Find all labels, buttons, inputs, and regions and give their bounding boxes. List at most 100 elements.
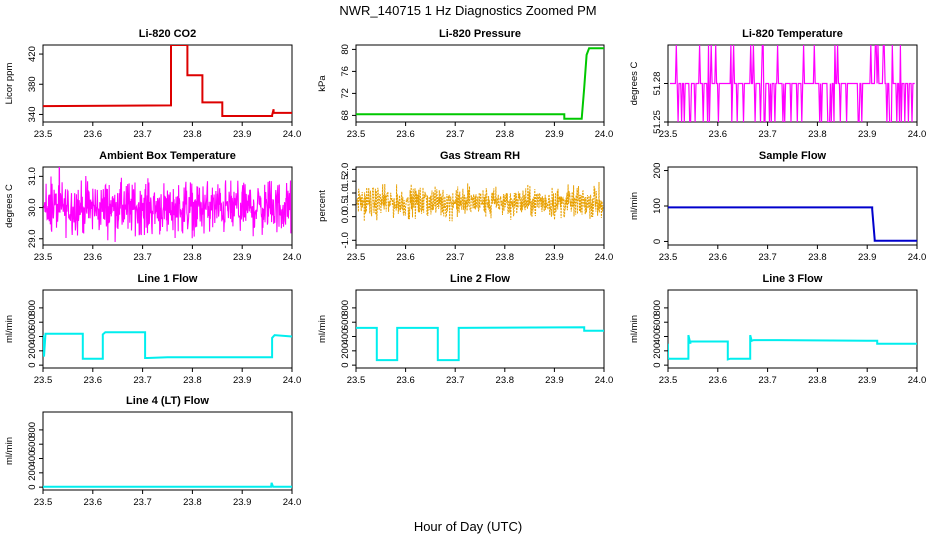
- panel-2: Li-820 Temperature degrees C 23.5 23.6 23.7 2…: [629, 28, 926, 140]
- x-tick-label: 24.0: [908, 375, 927, 386]
- x-tick-label: 23.9: [233, 252, 252, 263]
- x-tick-label: 23.5: [34, 375, 53, 386]
- x-tick-label: 24.0: [595, 375, 614, 386]
- y-tick-label: -1.0: [340, 232, 351, 248]
- panel-title: Li-820 CO2: [139, 28, 196, 40]
- y-tick-label: 0: [652, 362, 663, 367]
- y-tick-label: 600: [652, 314, 663, 330]
- y-tick-label: 800: [340, 300, 351, 316]
- y-tick-label: 0.0: [340, 210, 351, 223]
- x-tick-label: 23.8: [496, 252, 515, 263]
- panel-title: Line 2 Flow: [450, 273, 510, 285]
- y-axis-label: ml/min: [629, 192, 640, 220]
- y-tick-label: 600: [27, 436, 38, 452]
- panel-title: Line 1 Flow: [138, 273, 198, 285]
- x-tick-label: 23.8: [183, 375, 202, 386]
- y-tick-label: 1.5: [340, 175, 351, 188]
- plot-frame: [355, 166, 605, 246]
- plot-frame: [42, 289, 293, 369]
- x-tick-label: 23.5: [659, 375, 678, 386]
- y-tick-label: 600: [340, 314, 351, 330]
- x-tick-label: 24.0: [283, 252, 302, 263]
- panel-5: Sample Flow ml/min 23.5 23.6 23.7 23.8 23.9 24.…: [629, 150, 926, 263]
- y-tick-label: 200: [652, 163, 663, 179]
- x-tick-label: 23.9: [545, 375, 564, 386]
- panel-title: Li-820 Pressure: [439, 28, 521, 40]
- series-line: [43, 167, 292, 243]
- panel-0: Li-820 CO2 Licor ppm 23.5 23.6 23.7 23.8 23.9 2…: [4, 28, 301, 140]
- series-line: [356, 326, 604, 362]
- y-tick-label: 2.0: [340, 163, 351, 176]
- series-line: [43, 331, 292, 360]
- panel-3: Ambient Box Temperature degrees C 23.5 23.6…: [4, 150, 302, 263]
- y-axis-label: ml/min: [317, 315, 328, 343]
- x-tick-label: 24.0: [283, 375, 302, 386]
- x-tick-label: 23.8: [808, 252, 827, 263]
- panel-8: Line 3 Flow ml/min 23.5 23.6 23.7 23.8 23.9 24.…: [629, 273, 926, 386]
- x-tick-label: 23.7: [133, 497, 152, 508]
- x-tick-label: 23.5: [347, 252, 366, 263]
- y-axis-label: Licor ppm: [4, 63, 15, 105]
- y-axis-label: kPa: [317, 75, 328, 92]
- x-tick-label: 23.9: [233, 375, 252, 386]
- y-tick-label: 0: [652, 239, 663, 244]
- panel-7: Line 2 Flow ml/min 23.5 23.6 23.7 23.8 23.9 24.…: [317, 273, 613, 386]
- y-tick-label: 200: [27, 465, 38, 481]
- y-tick-label: 80: [340, 44, 351, 55]
- y-tick-label: 800: [27, 300, 38, 316]
- y-tick-label: 400: [27, 451, 38, 467]
- x-tick-label: 23.5: [347, 375, 366, 386]
- series-line: [43, 482, 292, 488]
- y-tick-label: 380: [27, 76, 38, 92]
- x-tick-label: 23.9: [858, 375, 877, 386]
- plot-frame: [42, 44, 293, 123]
- y-tick-label: 30.0: [27, 198, 38, 217]
- y-tick-label: 400: [27, 329, 38, 345]
- panel-title: Li-820 Temperature: [742, 28, 843, 40]
- x-tick-label: 23.8: [496, 129, 515, 140]
- plot-frame: [355, 44, 605, 123]
- panel-9: Line 4 (LT) Flow ml/min 23.5 23.6 23.7 23.8 23…: [4, 395, 301, 508]
- plot-frame: [667, 289, 918, 369]
- plot-frame: [355, 289, 605, 369]
- y-axis-label: degrees C: [4, 184, 15, 228]
- y-tick-label: 51.25: [652, 110, 663, 134]
- series-line: [43, 45, 292, 117]
- y-tick-label: 400: [340, 329, 351, 345]
- y-tick-label: 51.28: [652, 72, 663, 96]
- plot-frame: [42, 166, 293, 246]
- y-tick-label: 0: [340, 362, 351, 367]
- x-tick-label: 23.5: [34, 129, 53, 140]
- panel-1: Li-820 Pressure kPa 23.5 23.6 23.7 23.8 23.9 24…: [317, 28, 613, 140]
- y-tick-label: 800: [27, 422, 38, 438]
- x-tick-label: 23.7: [133, 375, 152, 386]
- x-tick-label: 24.0: [283, 497, 302, 508]
- x-tick-label: 23.8: [808, 129, 827, 140]
- series-line: [356, 181, 604, 222]
- series-line: [668, 206, 917, 242]
- x-tick-label: 23.6: [396, 375, 415, 386]
- x-tick-label: 23.5: [34, 497, 53, 508]
- y-tick-label: 600: [27, 314, 38, 330]
- y-tick-label: 100: [652, 198, 663, 214]
- x-tick-label: 24.0: [908, 129, 927, 140]
- x-tick-label: 23.8: [183, 252, 202, 263]
- series-line: [356, 47, 604, 120]
- series-line: [670, 45, 915, 122]
- x-tick-label: 23.7: [758, 375, 777, 386]
- x-tick-label: 24.0: [595, 252, 614, 263]
- x-tick-label: 23.6: [84, 129, 103, 140]
- x-tick-label: 23.8: [808, 375, 827, 386]
- y-tick-label: 200: [27, 343, 38, 359]
- x-tick-label: 23.7: [446, 252, 465, 263]
- y-axis-label: degrees C: [629, 61, 640, 105]
- x-tick-label: 23.5: [659, 129, 678, 140]
- x-tick-label: 23.7: [446, 129, 465, 140]
- x-tick-label: 23.8: [183, 497, 202, 508]
- x-tick-label: 23.9: [545, 129, 564, 140]
- y-tick-label: 0: [27, 484, 38, 489]
- plot-frame: [42, 411, 293, 491]
- y-tick-label: 200: [340, 343, 351, 359]
- y-tick-label: 420: [27, 46, 38, 62]
